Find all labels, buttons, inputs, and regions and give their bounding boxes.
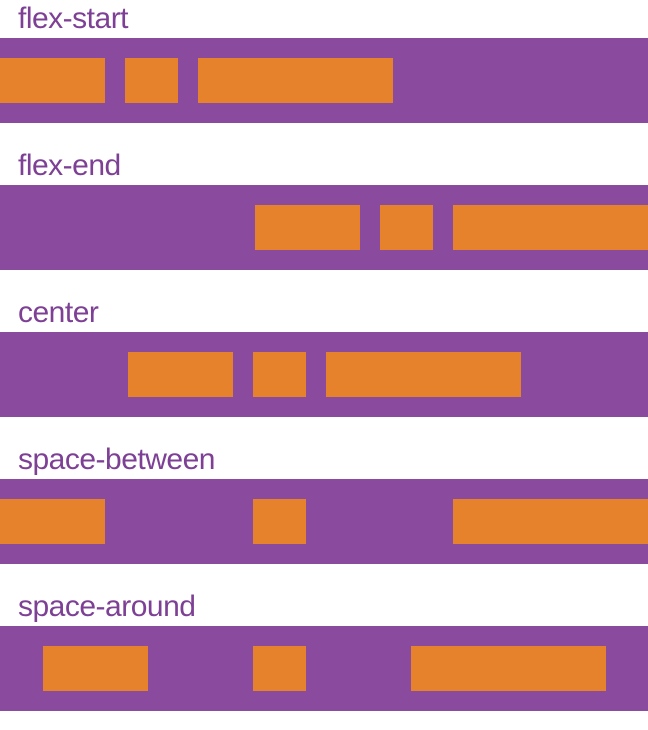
justify-content-demo-page: flex-start flex-end center space-between: [0, 2, 648, 711]
section-center: center: [0, 296, 648, 417]
justify-label-flex-end: flex-end: [18, 149, 121, 182]
flex-item-1: [255, 205, 360, 250]
section-space-between: space-between: [0, 443, 648, 564]
flex-item-3: [453, 499, 648, 544]
flex-item-2: [252, 499, 306, 544]
flex-item-3: [198, 58, 393, 103]
section-space-around: space-around: [0, 590, 648, 711]
flex-container-space-between: [0, 479, 648, 564]
justify-label-flex-start: flex-start: [18, 2, 129, 35]
flex-item-2: [125, 58, 178, 103]
flex-container-flex-end: [0, 185, 648, 270]
flex-item-3: [325, 352, 521, 397]
flex-item-1: [127, 352, 233, 397]
flex-container-flex-start: [0, 38, 648, 123]
flex-container-space-around: [0, 626, 648, 711]
flex-item-3: [453, 205, 648, 250]
section-flex-end: flex-end: [0, 149, 648, 270]
justify-label-space-between: space-between: [18, 443, 215, 476]
section-flex-start: flex-start: [0, 2, 648, 123]
flex-item-1: [0, 58, 105, 103]
flex-item-2: [380, 205, 433, 250]
flex-item-3: [410, 646, 606, 691]
flex-item-1: [42, 646, 148, 691]
justify-label-center: center: [18, 296, 99, 329]
flex-item-1: [0, 499, 105, 544]
justify-label-space-around: space-around: [18, 590, 196, 623]
flex-container-center: [0, 332, 648, 417]
flex-item-2: [252, 646, 306, 691]
flex-item-2: [252, 352, 306, 397]
